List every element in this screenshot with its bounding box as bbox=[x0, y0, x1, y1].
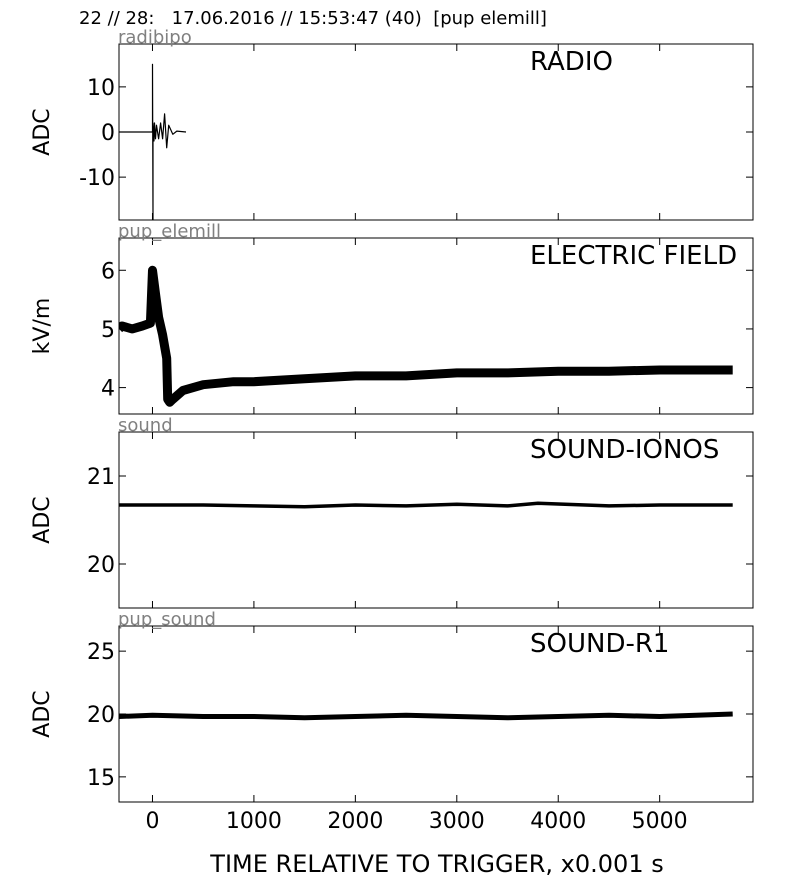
data-line bbox=[119, 501, 733, 509]
source-label: pup_sound bbox=[118, 609, 216, 630]
panel-frame bbox=[118, 43, 754, 221]
y-axis-label: kV/m bbox=[30, 298, 55, 355]
panel-1: 10 0 -10 ADC radibipo RADIO bbox=[30, 27, 754, 221]
y-tick-label: 4 bbox=[101, 377, 115, 402]
panel-title: SOUND-R1 bbox=[530, 629, 669, 659]
y-tick-label: 10 bbox=[87, 76, 115, 101]
y-tick-label: 25 bbox=[87, 640, 115, 665]
panel-frame bbox=[118, 431, 754, 609]
y-tick-label: 20 bbox=[87, 703, 115, 728]
y-axis-label: ADC bbox=[30, 108, 55, 155]
panel-frame bbox=[118, 237, 754, 415]
panel-2: 6 5 4 kV/m pup_elemill ELECTRIC FIELD bbox=[30, 221, 754, 415]
x-tick-label: 1000 bbox=[226, 809, 282, 834]
data-line bbox=[119, 265, 733, 407]
y-tick-label: 21 bbox=[87, 465, 115, 490]
panel-4: 25 20 15 ADC pup_sound SOUND-R1 bbox=[30, 609, 754, 803]
source-label: sound bbox=[118, 415, 173, 436]
y-axis-label: ADC bbox=[30, 496, 55, 543]
source-label: pup_elemill bbox=[118, 221, 221, 242]
y-tick-label: -10 bbox=[79, 166, 115, 191]
y-tick-label: 15 bbox=[87, 766, 115, 791]
source-label: radibipo bbox=[118, 27, 192, 48]
x-axis-label: TIME RELATIVE TO TRIGGER, x0.001 s bbox=[209, 850, 663, 878]
x-tick-label: 2000 bbox=[327, 809, 383, 834]
x-tick-label: 5000 bbox=[632, 809, 688, 834]
data-line bbox=[119, 63, 187, 220]
panel-title: RADIO bbox=[530, 47, 613, 77]
plot-header: 22 // 28: 17.06.2016 // 15:53:47 (40) [p… bbox=[79, 8, 547, 29]
y-tick-label: 5 bbox=[101, 318, 115, 343]
panel-title: ELECTRIC FIELD bbox=[530, 241, 737, 271]
y-tick-label: 6 bbox=[101, 259, 115, 284]
y-axis-label: ADC bbox=[30, 690, 55, 737]
panel-title: SOUND-IONOS bbox=[530, 435, 719, 465]
panel-3: 21 20 ADC sound SOUND-IONOS bbox=[30, 415, 754, 609]
x-tick-label: 0 bbox=[145, 809, 159, 834]
y-tick-label: 20 bbox=[87, 553, 115, 578]
x-tick-label: 3000 bbox=[429, 809, 485, 834]
x-tick-label: 4000 bbox=[530, 809, 586, 834]
data-line bbox=[119, 711, 733, 721]
y-tick-label: 0 bbox=[101, 121, 115, 146]
